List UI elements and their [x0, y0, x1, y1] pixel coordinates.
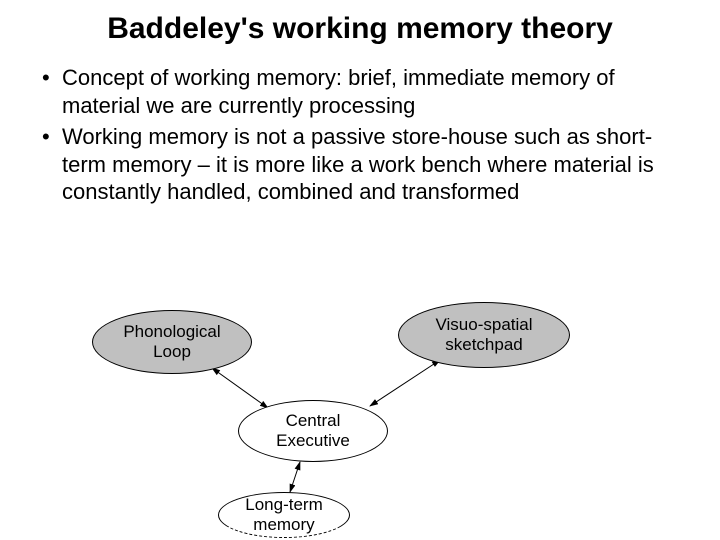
working-memory-diagram: PhonologicalLoop Visuo-spatialsketchpadCe… [0, 290, 720, 540]
edge-central-ltm [290, 462, 300, 492]
edge-visuo-central [370, 360, 440, 406]
bullet-item: • Working memory is not a passive store-… [40, 123, 680, 206]
page-title: Baddeley's working memory theory [0, 0, 720, 54]
bullet-item: • Concept of working memory: brief, imme… [40, 64, 680, 119]
bullet-marker: • [40, 123, 62, 151]
node-ltm: Long-termmemory [218, 492, 350, 538]
bullet-text: Concept of working memory: brief, immedi… [62, 64, 680, 119]
edge-phonological-central [212, 368, 268, 408]
node-central: CentralExecutive [238, 400, 388, 462]
node-phonological: PhonologicalLoop [92, 310, 252, 374]
bullet-text: Working memory is not a passive store-ho… [62, 123, 680, 206]
bullet-marker: • [40, 64, 62, 92]
bullet-list: • Concept of working memory: brief, imme… [0, 54, 720, 206]
node-visuo: Visuo-spatialsketchpad [398, 302, 570, 368]
